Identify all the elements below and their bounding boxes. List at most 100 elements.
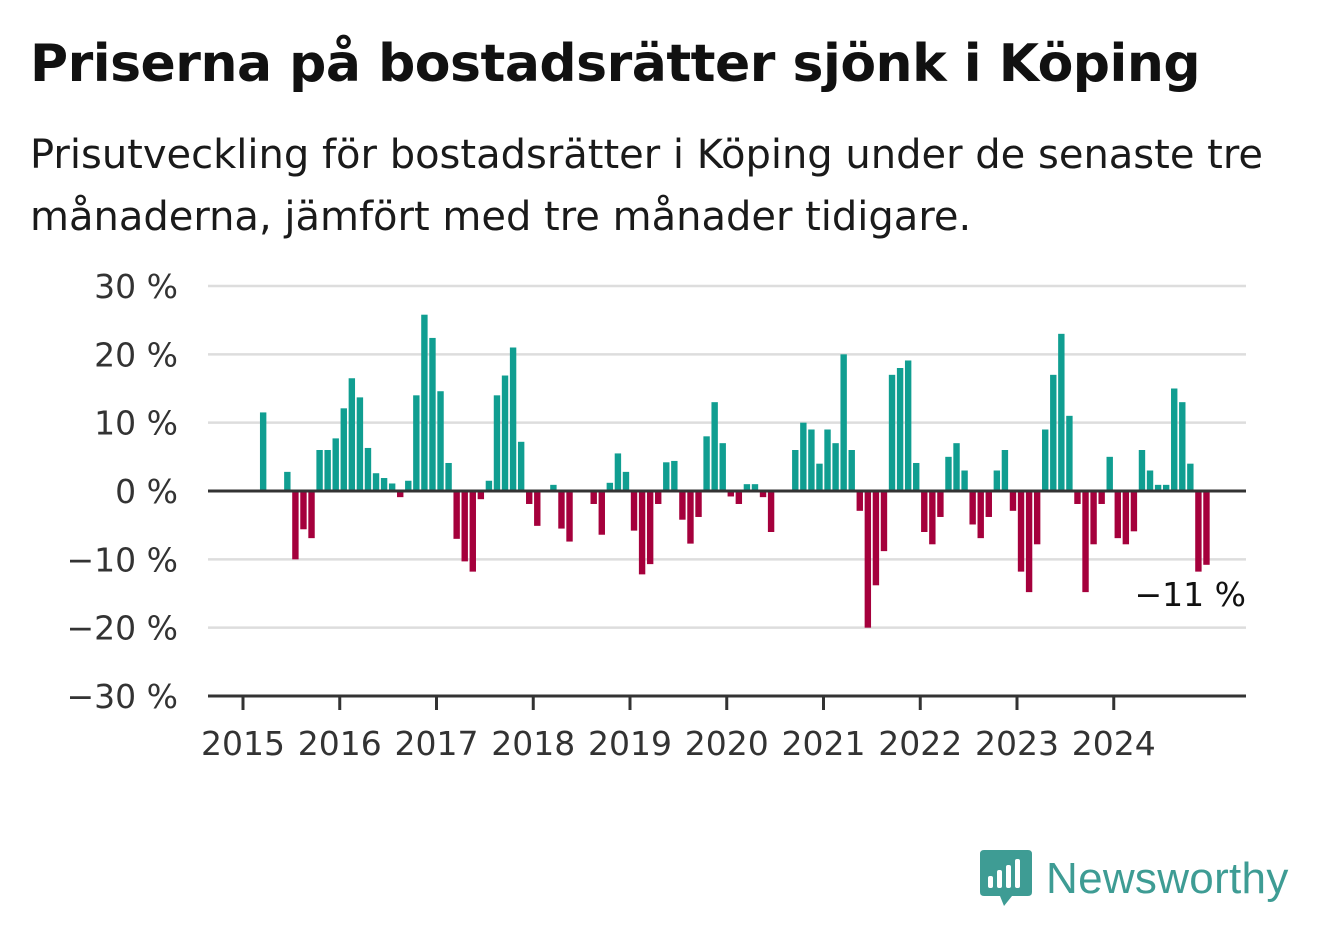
y-tick-label: −30 % [67,677,179,716]
bar [493,395,501,491]
bar [413,395,420,491]
bar [380,478,388,491]
bar [816,463,823,491]
bar [703,436,710,491]
bar [1179,402,1186,491]
bar [1009,491,1017,511]
bar [937,491,944,517]
bar [509,347,517,491]
chart-subtitle: Prisutveckling för bostadsrätter i Köpin… [30,132,1264,240]
bar [437,391,444,491]
bar [421,314,428,491]
x-tick-label: 2024 [1072,724,1156,763]
bar [558,491,565,529]
bar [453,491,460,539]
bar [953,443,960,491]
bar [526,491,533,504]
bar [590,491,597,504]
bar [534,491,541,526]
bar [324,450,331,491]
bar [1146,470,1154,491]
bar [1001,450,1009,491]
y-tick-label: −20 % [67,609,179,648]
bar [977,491,984,539]
bar [1074,491,1081,504]
bar [751,484,759,491]
x-tick-label: 2023 [975,724,1059,763]
bar [1154,484,1162,491]
bars [259,314,1210,628]
y-tick-label: 20 % [94,335,178,374]
bar [904,360,912,491]
bar [1171,388,1178,491]
y-tick-label: 30 % [94,267,178,306]
bar [929,491,936,545]
bar [348,378,356,491]
bar [1025,491,1033,593]
bar [695,491,702,517]
bar [340,408,347,491]
bar [969,491,976,525]
bar [308,491,315,539]
bar [1130,491,1138,532]
bar [687,491,694,544]
x-tick-label: 2015 [201,724,285,763]
last-value-label: −11 % [1135,575,1247,614]
newsworthy-logo-icon [980,850,1032,906]
bar [566,491,573,542]
bar [848,450,855,491]
bar [840,354,847,491]
bar [372,473,380,491]
bar [1138,450,1146,491]
bar [397,491,404,498]
y-tick-label: −10 % [67,540,179,579]
bar [550,484,557,491]
newsworthy-logo: Newsworthy [978,848,1289,910]
bar [316,450,323,491]
bar [792,450,799,491]
bar [356,397,364,491]
bar [1122,491,1130,545]
bar [896,368,904,491]
bar [598,491,605,535]
bar [864,491,872,628]
bar [292,491,299,560]
bar [461,491,468,562]
x-tick-label: 2019 [588,724,672,763]
bar [719,443,726,491]
bar [767,491,775,532]
bar [679,491,686,520]
x-tick-label: 2020 [685,724,769,763]
bar [800,422,807,491]
bar [1042,429,1049,491]
bar [638,491,646,575]
bar [880,491,888,552]
y-tick-label: 10 % [94,404,178,443]
bar [759,491,767,498]
bar [477,491,485,500]
bar [888,374,896,491]
bar [735,491,743,504]
bar [332,438,339,491]
x-tick-label: 2018 [491,724,575,763]
bar [961,470,968,491]
bar [913,462,920,491]
bar [743,484,751,491]
y-tick-label: 0 % [115,472,178,511]
bar [671,460,678,491]
bar [1106,456,1113,491]
bar [921,491,928,532]
x-tick-label: 2016 [298,724,382,763]
bar [985,491,992,517]
bar [655,491,662,504]
bar [1187,463,1194,491]
bar [1033,491,1041,545]
bar [1066,415,1073,491]
bar [606,482,614,491]
x-tick-label: 2021 [782,724,866,763]
bar [300,491,307,530]
bar [711,402,718,491]
bar [727,491,734,497]
bar [622,471,630,491]
